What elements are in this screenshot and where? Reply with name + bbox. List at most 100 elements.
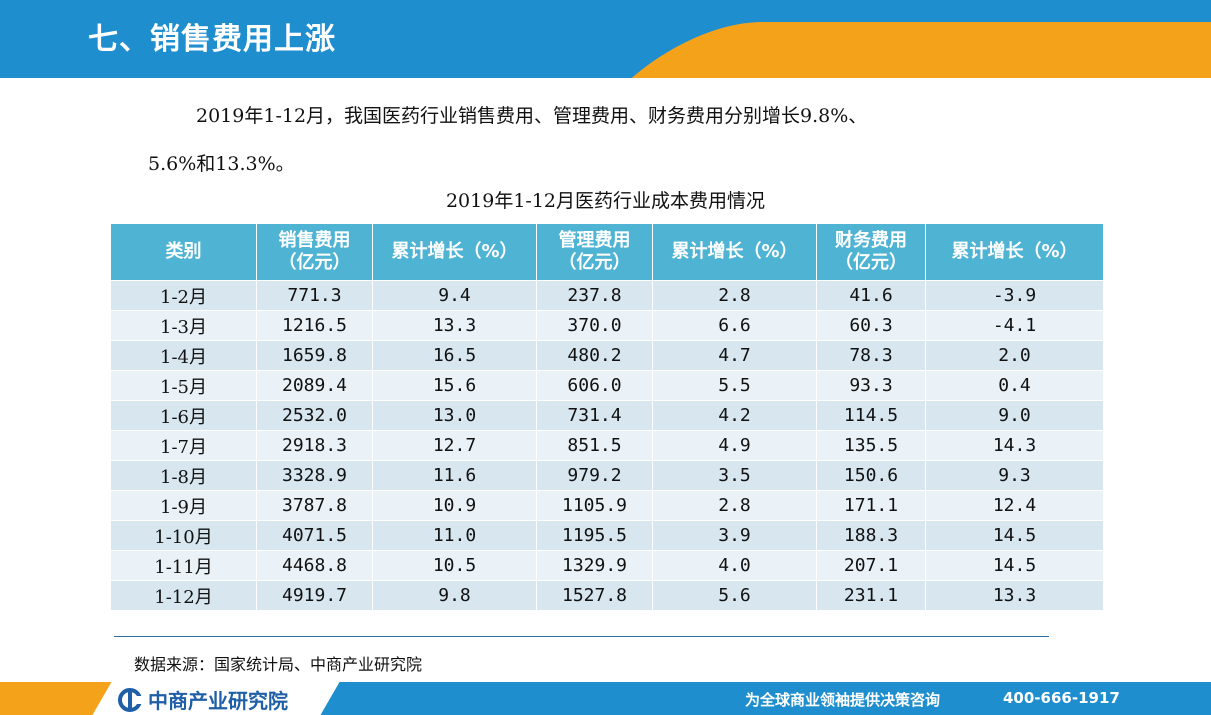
table-header-text: 销售费用 (278, 230, 351, 251)
table-header-text: 管理费用 (558, 230, 631, 251)
value-cell: 2.0 (925, 340, 1104, 371)
value-cell: 78.3 (816, 340, 926, 371)
value-cell: 1329.9 (536, 550, 653, 581)
footer-slogan: 为全球商业领袖提供决策咨询 (745, 691, 941, 709)
value-cell: 2918.3 (256, 430, 373, 461)
value-cell: 9.3 (925, 460, 1104, 491)
table-caption: 2019年1-12月医药行业成本费用情况 (445, 190, 766, 212)
table-body: 1-2月 771.3 9.4 237.8 2.8 41.6 -3.9 1-3月 1216.5 13… (110, 280, 1104, 611)
intro-paragraph: 2019年1-12月，我国医药行业销售费用、管理费用、财务费用分别增长9.8%、… (148, 92, 1048, 188)
value-cell: 13.3 (925, 580, 1104, 611)
value-cell: 979.2 (536, 460, 653, 491)
value-cell: 4.9 (652, 430, 817, 461)
period-cell: 1-10月 (110, 520, 257, 551)
value-cell: 135.5 (816, 430, 926, 461)
table-row: 1-11月 4468.8 10.5 1329.9 4.0 207.1 14.5 (110, 550, 1104, 581)
table-header-cell: 累计增长（%） (372, 223, 537, 281)
page-title: 七、销售费用上涨 (88, 22, 336, 57)
value-cell: 231.1 (816, 580, 926, 611)
table-header-text: 累计增长（%） (391, 241, 518, 262)
table-header-cell: 销售费用 （亿元） (256, 223, 373, 281)
value-cell: 370.0 (536, 310, 653, 341)
value-cell: 6.6 (652, 310, 817, 341)
table-header-cell: 管理费用 （亿元） (536, 223, 653, 281)
footer-logo-text: 中商产业研究院 (148, 689, 288, 713)
intro-line-2: 5.6%和13.3%。 (148, 153, 295, 175)
table-header-cell: 类别 (110, 223, 257, 281)
table-row: 1-4月 1659.8 16.5 480.2 4.7 78.3 2.0 (110, 340, 1104, 371)
table-row: 1-10月 4071.5 11.0 1195.5 3.9 188.3 14.5 (110, 520, 1104, 551)
intro-line-1: 2019年1-12月，我国医药行业销售费用、管理费用、财务费用分别增长9.8%、 (196, 105, 868, 127)
table-header-cell: 累计增长（%） (652, 223, 817, 281)
table-header-text: （亿元） (835, 252, 907, 273)
value-cell: 16.5 (372, 340, 537, 371)
value-cell: 1659.8 (256, 340, 373, 371)
value-cell: 171.1 (816, 490, 926, 521)
value-cell: 4.7 (652, 340, 817, 371)
data-source: 数据来源：国家统计局、中商产业研究院 (134, 655, 423, 674)
value-cell: 3787.8 (256, 490, 373, 521)
value-cell: 606.0 (536, 370, 653, 401)
value-cell: 14.5 (925, 520, 1104, 551)
value-cell: 4468.8 (256, 550, 373, 581)
value-cell: 93.3 (816, 370, 926, 401)
value-cell: 2532.0 (256, 400, 373, 431)
value-cell: 3328.9 (256, 460, 373, 491)
value-cell: 1527.8 (536, 580, 653, 611)
value-cell: 114.5 (816, 400, 926, 431)
table-row: 1-3月 1216.5 13.3 370.0 6.6 60.3 -4.1 (110, 310, 1104, 341)
value-cell: 12.7 (372, 430, 537, 461)
value-cell: 237.8 (536, 280, 653, 311)
value-cell: 3.5 (652, 460, 817, 491)
footer-bar: 中商产业研究院 为全球商业领袖提供决策咨询 400-666-1917 (0, 682, 1211, 715)
value-cell: 0.4 (925, 370, 1104, 401)
value-cell: 9.0 (925, 400, 1104, 431)
value-cell: 771.3 (256, 280, 373, 311)
value-cell: 4919.7 (256, 580, 373, 611)
period-cell: 1-5月 (110, 370, 257, 401)
table-header-row: 类别 销售费用 （亿元） 累计增长（%） 管理费用 （亿元） 累计增长（%） 财务费用 （亿元）… (110, 223, 1104, 281)
period-cell: 1-7月 (110, 430, 257, 461)
table-header-text: 类别 (165, 241, 202, 262)
value-cell: 4071.5 (256, 520, 373, 551)
value-cell: 9.8 (372, 580, 537, 611)
period-cell: 1-12月 (110, 580, 257, 611)
value-cell: 207.1 (816, 550, 926, 581)
table-header-cell: 累计增长（%） (925, 223, 1104, 281)
value-cell: -3.9 (925, 280, 1104, 311)
table-row: 1-2月 771.3 9.4 237.8 2.8 41.6 -3.9 (110, 280, 1104, 311)
value-cell: 731.4 (536, 400, 653, 431)
title-bar: 七、销售费用上涨 (0, 0, 1211, 78)
period-cell: 1-8月 (110, 460, 257, 491)
footer-logo: 中商产业研究院 (118, 685, 288, 714)
value-cell: 188.3 (816, 520, 926, 551)
value-cell: 9.4 (372, 280, 537, 311)
value-cell: 11.0 (372, 520, 537, 551)
value-cell: 12.4 (925, 490, 1104, 521)
value-cell: 2.8 (652, 490, 817, 521)
value-cell: 1105.9 (536, 490, 653, 521)
source-divider (114, 636, 1049, 637)
value-cell: 150.6 (816, 460, 926, 491)
value-cell: 60.3 (816, 310, 926, 341)
value-cell: 480.2 (536, 340, 653, 371)
value-cell: 10.9 (372, 490, 537, 521)
table-header-text: （亿元） (278, 252, 351, 273)
table-header-cell: 财务费用 （亿元） (816, 223, 926, 281)
value-cell: 1216.5 (256, 310, 373, 341)
value-cell: 14.3 (925, 430, 1104, 461)
value-cell: 1195.5 (536, 520, 653, 551)
table-header-text: 累计增长（%） (951, 241, 1078, 262)
footer-orange-stripe (0, 682, 112, 715)
value-cell: 2089.4 (256, 370, 373, 401)
value-cell: 2.8 (652, 280, 817, 311)
value-cell: 15.6 (372, 370, 537, 401)
value-cell: 41.6 (816, 280, 926, 311)
value-cell: 3.9 (652, 520, 817, 551)
table-row: 1-7月 2918.3 12.7 851.5 4.9 135.5 14.3 (110, 430, 1104, 461)
value-cell: -4.1 (925, 310, 1104, 341)
value-cell: 851.5 (536, 430, 653, 461)
table-row: 1-8月 3328.9 11.6 979.2 3.5 150.6 9.3 (110, 460, 1104, 491)
table-row: 1-6月 2532.0 13.0 731.4 4.2 114.5 9.0 (110, 400, 1104, 431)
table-header-text: 财务费用 (835, 230, 907, 251)
